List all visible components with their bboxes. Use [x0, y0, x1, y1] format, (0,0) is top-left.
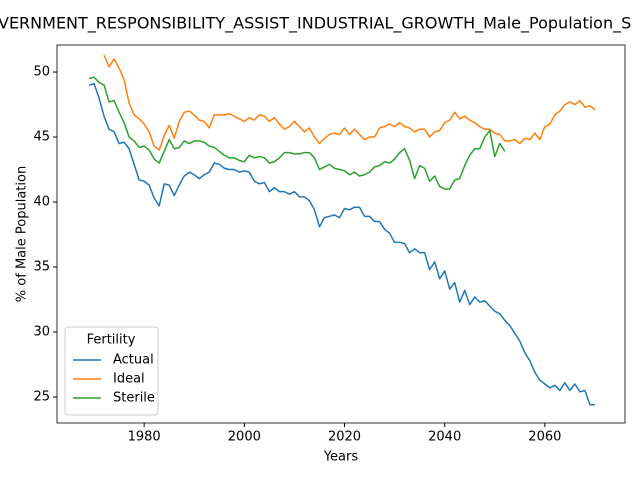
x-tick-label: 2020 — [328, 430, 361, 445]
x-tick-label: 2000 — [228, 430, 261, 445]
x-tick-label: 2060 — [528, 430, 561, 445]
data-line — [88, 76, 506, 190]
y-tick-label: 50 — [33, 65, 50, 80]
x-tick-label: 2040 — [428, 430, 461, 445]
chart-title: VERNMENT_RESPONSIBILITY_ASSIST_INDUSTRIA… — [0, 14, 631, 34]
data-line — [103, 54, 596, 151]
legend-label: Actual — [113, 353, 154, 368]
legend-box — [64, 326, 159, 416]
y-tick-label: 40 — [33, 195, 50, 210]
legend-label: Sterile — [113, 391, 155, 406]
y-tick-label: 45 — [33, 130, 50, 145]
data-line — [88, 82, 595, 406]
legend-label: Ideal — [113, 372, 145, 387]
y-tick-label: 35 — [33, 260, 50, 275]
y-axis-label: % of Male Population — [15, 166, 30, 302]
x-axis-label: Years — [323, 450, 359, 465]
legend-title: Fertility — [87, 333, 136, 348]
x-tick-label: 1980 — [128, 430, 161, 445]
plot-frame — [56, 44, 626, 424]
y-tick-label: 25 — [33, 390, 50, 405]
y-tick-label: 30 — [33, 325, 50, 340]
